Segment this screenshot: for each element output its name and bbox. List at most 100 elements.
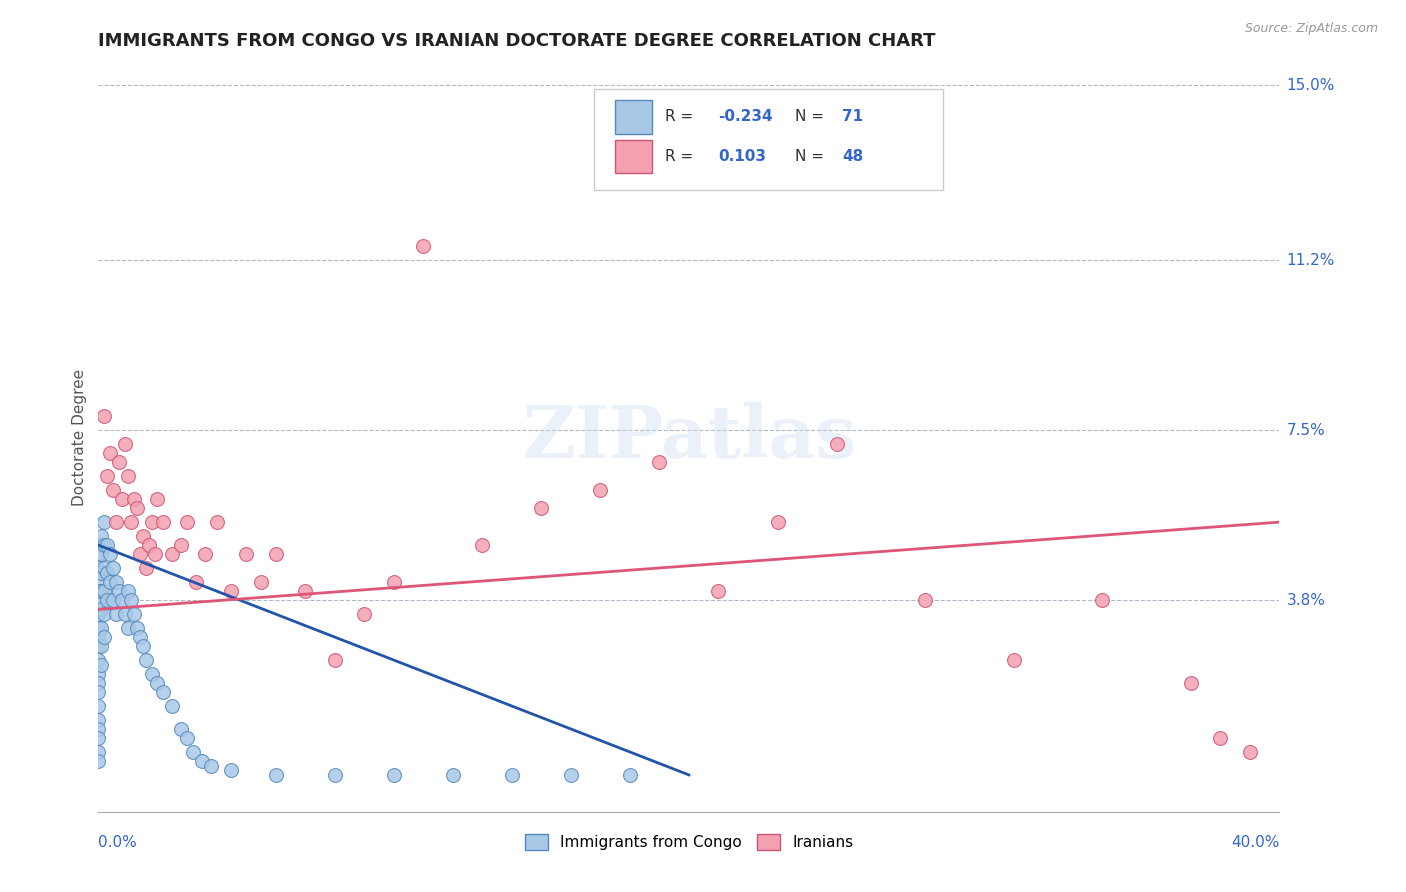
Point [103, 561, 125, 575]
Point [530, 501, 553, 516]
Point [90, 584, 112, 599]
Point [1002, 653, 1025, 667]
Point [221, 584, 243, 599]
Point [235, 547, 257, 561]
Point [648, 455, 671, 469]
Point [93, 538, 115, 552]
Point [294, 584, 316, 599]
Point [141, 666, 163, 681]
Text: -0.234: -0.234 [718, 109, 773, 124]
Point [117, 469, 139, 483]
Text: 0.0%: 0.0% [98, 835, 138, 850]
Point [176, 515, 198, 529]
Point [87, 607, 110, 621]
Text: 40.0%: 40.0% [1232, 835, 1279, 850]
Text: 15.0%: 15.0% [1286, 78, 1334, 93]
Point [96, 593, 118, 607]
Point [96, 469, 118, 483]
Text: 3.8%: 3.8% [1286, 593, 1326, 607]
Text: 7.5%: 7.5% [1286, 423, 1324, 438]
Point [105, 574, 128, 589]
Point [122, 607, 145, 621]
Point [120, 593, 142, 607]
Point [87, 574, 110, 589]
Point [200, 758, 222, 772]
Point [135, 561, 157, 575]
Point [152, 515, 174, 529]
Point [87, 713, 110, 727]
FancyBboxPatch shape [595, 88, 943, 190]
Point [93, 515, 115, 529]
Point [90, 657, 112, 672]
Point [93, 607, 115, 621]
Point [98, 547, 121, 561]
Point [353, 607, 375, 621]
Point [87, 630, 110, 644]
Point [619, 768, 641, 782]
Text: N =: N = [796, 149, 830, 163]
Point [105, 515, 128, 529]
Point [132, 529, 155, 543]
Point [98, 574, 121, 589]
Point [382, 574, 405, 589]
Point [205, 515, 228, 529]
Point [138, 538, 160, 552]
Text: 11.2%: 11.2% [1286, 252, 1334, 268]
Point [120, 515, 142, 529]
Point [707, 584, 730, 599]
Point [117, 621, 139, 635]
Point [146, 492, 169, 507]
Point [103, 593, 125, 607]
Point [96, 566, 118, 580]
Point [93, 584, 115, 599]
Point [108, 455, 131, 469]
Point [176, 731, 198, 746]
Point [323, 653, 346, 667]
Point [117, 584, 139, 599]
Point [90, 547, 112, 561]
Point [152, 685, 174, 699]
Point [87, 547, 110, 561]
Text: R =: R = [665, 149, 703, 163]
Point [87, 698, 110, 713]
Point [90, 602, 112, 616]
Point [87, 731, 110, 746]
Point [87, 745, 110, 759]
Point [114, 607, 136, 621]
Point [87, 754, 110, 768]
Point [191, 754, 214, 768]
Text: ZIPatlas: ZIPatlas [522, 401, 856, 473]
Text: 71: 71 [842, 109, 863, 124]
Point [441, 768, 464, 782]
Point [111, 492, 134, 507]
Point [87, 561, 110, 575]
Point [162, 547, 183, 561]
Point [135, 653, 157, 667]
Point [589, 483, 612, 497]
Point [87, 593, 110, 607]
Point [96, 538, 118, 552]
Point [766, 515, 789, 529]
Text: Source: ZipAtlas.com: Source: ZipAtlas.com [1244, 22, 1378, 36]
Text: 48: 48 [842, 149, 863, 163]
Point [125, 621, 148, 635]
Point [181, 745, 204, 759]
Point [111, 593, 134, 607]
Point [560, 768, 582, 782]
Point [87, 639, 110, 653]
Point [1209, 731, 1232, 746]
Point [170, 722, 193, 736]
Point [90, 566, 112, 580]
Text: R =: R = [665, 109, 699, 124]
Point [93, 561, 115, 575]
Point [103, 483, 125, 497]
Point [122, 492, 145, 507]
Point [264, 768, 287, 782]
Point [93, 630, 115, 644]
Point [114, 437, 136, 451]
Point [471, 538, 494, 552]
Point [1180, 676, 1202, 690]
Text: 0.103: 0.103 [718, 149, 766, 163]
Point [264, 547, 287, 561]
Point [108, 584, 131, 599]
